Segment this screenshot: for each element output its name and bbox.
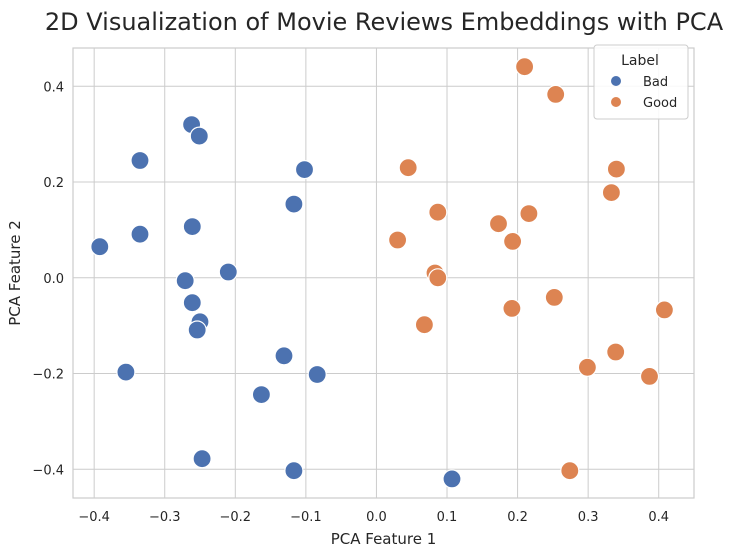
x-tick-label: 0.0 — [366, 510, 387, 525]
data-point-good — [606, 342, 626, 362]
data-point-good — [544, 287, 564, 307]
data-point-bad — [182, 217, 202, 237]
legend-marker-good — [611, 97, 621, 107]
legend-label-bad: Bad — [643, 75, 668, 90]
data-point-bad — [182, 293, 202, 313]
data-point-bad — [284, 194, 304, 214]
series-bad — [90, 114, 462, 489]
data-point-bad — [442, 469, 462, 489]
y-tick-label: 0.2 — [43, 176, 64, 191]
data-point-bad — [189, 126, 209, 146]
data-point-bad — [130, 150, 150, 171]
data-point-good — [639, 366, 660, 386]
data-point-good — [388, 230, 408, 250]
plot-frame — [72, 47, 695, 499]
x-tick-label: 0.2 — [507, 510, 528, 525]
data-point-good — [488, 214, 509, 234]
x-tick-label: 0.4 — [648, 510, 669, 525]
data-point-bad — [175, 271, 195, 291]
data-point-good — [654, 300, 675, 320]
y-tick-label: 0.0 — [43, 272, 64, 287]
data-point-bad — [294, 160, 315, 180]
data-point-good — [428, 268, 448, 288]
y-tick-label: −0.4 — [32, 463, 64, 478]
data-point-good — [606, 159, 627, 179]
x-tick-label: −0.1 — [290, 510, 322, 525]
data-point-bad — [90, 237, 110, 257]
data-point-bad — [251, 385, 271, 405]
x-tick-label: −0.4 — [78, 510, 110, 525]
x-tick-label: −0.2 — [220, 510, 252, 525]
data-point-good — [601, 183, 622, 203]
data-point-good — [546, 84, 566, 105]
data-point-good — [502, 298, 522, 318]
tick-labels: −0.4 −0.3 −0.2 −0.1 0.0 0.1 0.2 0.3 0.4 0.4 0.2 0.0… — [32, 80, 669, 525]
y-tick-label: 0.4 — [43, 80, 64, 95]
data-point-bad — [274, 346, 294, 366]
y-axis-label: PCA Feature 2 — [6, 220, 24, 326]
data-point-bad — [116, 362, 136, 382]
data-point-good — [502, 231, 523, 251]
data-point-good — [398, 158, 418, 178]
data-point-bad — [218, 262, 238, 282]
legend: Label Bad Good — [593, 44, 689, 120]
data-point-bad — [187, 320, 207, 340]
data-point-bad — [307, 364, 327, 385]
data-point-bad — [130, 224, 150, 244]
series-good — [388, 57, 675, 481]
legend-marker-bad — [611, 76, 621, 86]
legend-title: Label — [621, 53, 659, 69]
data-point-bad — [284, 461, 304, 481]
x-tick-label: 0.1 — [437, 510, 458, 525]
data-point-good — [414, 315, 434, 335]
data-point-good — [577, 357, 598, 377]
x-tick-label: −0.3 — [149, 510, 181, 525]
legend-label-good: Good — [643, 96, 677, 111]
data-point-good — [428, 202, 448, 222]
chart-title: 2D Visualization of Movie Reviews Embedd… — [45, 8, 724, 36]
x-axis-label: PCA Feature 1 — [331, 530, 437, 548]
data-point-good — [514, 57, 535, 77]
y-tick-label: −0.2 — [32, 368, 64, 383]
data-point-good — [560, 461, 580, 481]
data-point-bad — [192, 449, 212, 469]
x-tick-label: 0.3 — [578, 510, 599, 525]
data-points — [90, 57, 675, 489]
data-point-good — [519, 204, 539, 224]
